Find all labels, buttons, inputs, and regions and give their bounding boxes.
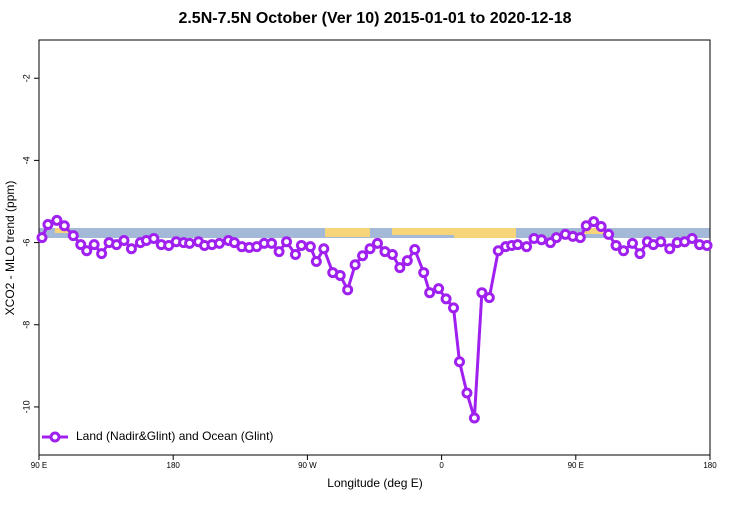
data-point <box>595 221 607 233</box>
data-point <box>588 216 600 228</box>
data-point <box>42 218 54 230</box>
data-point <box>512 239 524 251</box>
data-point <box>521 241 533 253</box>
x-tick-label: 90 E <box>31 461 47 470</box>
y-tick-label: -10 <box>21 400 31 413</box>
data-point <box>483 292 495 304</box>
data-point <box>401 255 413 267</box>
data-point <box>550 232 562 244</box>
data-point <box>88 239 100 251</box>
x-tick-label: 180 <box>703 461 717 470</box>
data-point <box>618 245 630 257</box>
data-point <box>213 237 225 249</box>
data-point <box>96 248 108 260</box>
x-tick-label: 90 W <box>298 461 317 470</box>
data-point <box>342 284 354 296</box>
data-point <box>81 245 93 257</box>
data-point <box>51 214 63 226</box>
data-point <box>318 243 330 255</box>
data-point <box>364 243 376 255</box>
data-point <box>394 262 406 274</box>
data-point <box>304 241 316 253</box>
data-point <box>386 248 398 260</box>
data-point <box>626 237 638 249</box>
data-point <box>634 248 646 260</box>
data-point <box>574 232 586 244</box>
y-tick-label: -2 <box>21 74 31 82</box>
data-point <box>349 259 361 271</box>
data-point <box>148 232 160 244</box>
data-point <box>424 287 436 299</box>
legend-marker <box>49 431 61 443</box>
data-point <box>357 250 369 262</box>
data-point <box>418 267 430 279</box>
data-point <box>371 237 383 249</box>
data-point <box>468 412 480 424</box>
data-point <box>273 246 285 258</box>
ocean-strip <box>39 228 710 238</box>
data-point <box>536 234 548 246</box>
data-point <box>184 237 196 249</box>
data-point <box>75 239 87 251</box>
y-tick-label: -8 <box>21 321 31 329</box>
data-point <box>655 236 667 248</box>
land-strip <box>454 228 516 238</box>
data-point <box>610 239 622 251</box>
data-point <box>476 287 488 299</box>
chart-title: 2.5N-7.5N October (Ver 10) 2015-01-01 to… <box>178 10 571 27</box>
data-point <box>281 236 293 248</box>
x-tick-label: 180 <box>167 461 181 470</box>
data-point <box>701 239 713 251</box>
data-point <box>266 237 278 249</box>
data-point <box>295 239 307 251</box>
y-tick-label: -4 <box>21 156 31 164</box>
land-strip <box>325 228 370 237</box>
data-point <box>289 248 301 260</box>
legend: Land (Nadir&Glint) and Ocean (Glint) <box>42 429 273 443</box>
data-point <box>433 283 445 295</box>
data-point <box>461 387 473 399</box>
y-tick-label: -6 <box>21 239 31 247</box>
data-point <box>36 232 48 244</box>
data-point <box>409 244 421 256</box>
legend-label: Land (Nadir&Glint) and Ocean (Glint) <box>76 429 273 443</box>
data-point <box>686 232 698 244</box>
land-strip <box>392 228 454 235</box>
land-strip <box>583 228 605 234</box>
data-point <box>448 302 460 314</box>
x-tick-label: 0 <box>439 461 444 470</box>
data-point <box>334 269 346 281</box>
data-point <box>58 220 70 232</box>
data-point <box>603 228 615 240</box>
x-tick-label: 90 E <box>568 461 584 470</box>
data-point <box>118 235 130 247</box>
data-point <box>440 293 452 305</box>
data-point <box>310 255 322 267</box>
y-axis-label: XCO2 - MLO trend (ppm) <box>3 181 17 316</box>
x-axis-label: Longitude (deg E) <box>327 476 422 490</box>
data-point <box>664 243 676 255</box>
data-point <box>125 243 137 255</box>
data-point <box>453 356 465 368</box>
data-point <box>67 230 79 242</box>
